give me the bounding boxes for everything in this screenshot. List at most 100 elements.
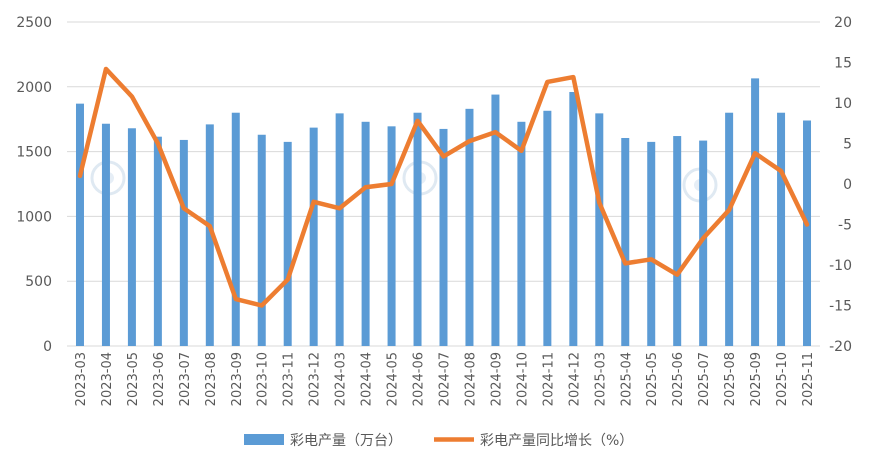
x-tick-label: 2024-09 [489, 352, 504, 406]
right-tick-label: -20 [829, 339, 852, 355]
x-tick-label: 2023-12 [308, 352, 323, 406]
bar [777, 112, 786, 346]
line-point [417, 120, 419, 122]
right-axis-ticks: -20 -15 -10 -5 0 5 10 15 20 [829, 15, 852, 355]
x-axis: 2023-03 2023-04 2023-05 2023-06 2023-07 2023-… [74, 352, 816, 406]
line-point [105, 68, 107, 70]
legend: 彩电产量（万台） 彩电产量同比增长（%） [244, 433, 633, 449]
bar [153, 136, 162, 346]
bar [101, 123, 110, 347]
right-tick-label: 20 [834, 15, 852, 31]
line-point [313, 201, 315, 203]
right-tick-label: 0 [843, 177, 852, 193]
x-tick-label: 2024-04 [360, 352, 375, 406]
left-tick-label: 2000 [16, 80, 52, 96]
x-tick-label: 2025-03 [593, 352, 608, 406]
bar [413, 112, 422, 346]
line-point [754, 152, 756, 154]
line-point [806, 224, 808, 225]
x-tick-label: 2025-10 [775, 352, 790, 406]
line-point [79, 175, 81, 177]
x-tick-label: 2025-05 [645, 352, 660, 406]
x-tick-label: 2023-06 [152, 352, 167, 406]
line-point [468, 140, 470, 142]
bar [257, 134, 266, 346]
bar [335, 113, 344, 346]
line-point [546, 81, 548, 83]
right-tick-label: -15 [829, 299, 852, 315]
right-tick-label: 15 [834, 56, 852, 72]
bar [725, 112, 734, 346]
bar [699, 140, 708, 346]
left-tick-label: 0 [43, 339, 52, 355]
line-point [261, 305, 263, 306]
x-tick-label: 2023-04 [100, 352, 115, 406]
bar [283, 141, 292, 346]
bar [309, 127, 318, 347]
x-tick-label: 2023-07 [178, 352, 193, 406]
x-tick-label: 2024-12 [567, 352, 582, 406]
line-point [287, 279, 289, 281]
bar [621, 137, 630, 346]
x-tick-label: 2024-10 [515, 352, 530, 406]
right-tick-label: 5 [843, 137, 852, 153]
line-point [157, 143, 159, 144]
legend-bar-label: 彩电产量（万台） [290, 433, 402, 449]
bar [465, 108, 474, 346]
x-tick-label: 2025-11 [801, 352, 816, 406]
line-point [391, 183, 393, 185]
right-tick-label: -5 [838, 218, 852, 234]
line-series [77, 66, 810, 308]
bar [751, 78, 760, 346]
line-point [131, 96, 133, 98]
bar [387, 126, 396, 346]
bar [179, 139, 188, 346]
legend-line-label: 彩电产量同比增长（%） [480, 433, 633, 449]
bar [491, 94, 500, 347]
bar [647, 141, 656, 346]
line-point [443, 155, 444, 157]
bar [231, 112, 240, 346]
line-point [235, 298, 237, 300]
left-tick-label: 1500 [16, 145, 52, 161]
left-tick-label: 1000 [16, 209, 52, 225]
bar [803, 120, 812, 346]
line-point [702, 237, 704, 239]
x-tick-label: 2023-11 [282, 352, 297, 406]
left-tick-label: 500 [25, 274, 52, 290]
line-point [183, 207, 185, 209]
x-tick-label: 2023-10 [256, 352, 271, 406]
right-tick-label: -10 [829, 258, 852, 274]
x-tick-label: 2024-06 [412, 352, 427, 406]
bar [127, 128, 136, 346]
line-point [728, 209, 730, 211]
x-tick-label: 2025-09 [749, 352, 764, 406]
line-point [494, 131, 496, 133]
x-tick-label: 2023-08 [204, 352, 219, 406]
line-point [780, 170, 782, 172]
x-tick-label: 2024-05 [386, 352, 401, 406]
x-tick-label: 2025-06 [671, 352, 686, 406]
left-axis-ticks: 0 500 1000 1500 2000 2500 [16, 15, 52, 355]
left-tick-label: 2500 [16, 15, 52, 31]
x-tick-label: 2025-04 [619, 352, 634, 406]
bar [673, 136, 682, 346]
x-tick-label: 2024-08 [463, 352, 478, 406]
line-point [209, 225, 211, 227]
x-tick-label: 2024-03 [334, 352, 349, 406]
x-tick-label: 2023-05 [126, 352, 141, 406]
line-point [624, 262, 626, 264]
line-point [572, 76, 574, 78]
right-tick-label: 10 [834, 96, 852, 112]
x-tick-label: 2023-09 [230, 352, 245, 406]
line-point [650, 258, 652, 260]
bar [543, 110, 552, 346]
bar [439, 128, 448, 346]
bar [569, 91, 578, 346]
bar [205, 124, 214, 346]
line-point [598, 202, 600, 204]
x-tick-label: 2023-03 [74, 352, 89, 406]
x-tick-label: 2025-07 [697, 352, 712, 406]
bar [517, 121, 526, 347]
